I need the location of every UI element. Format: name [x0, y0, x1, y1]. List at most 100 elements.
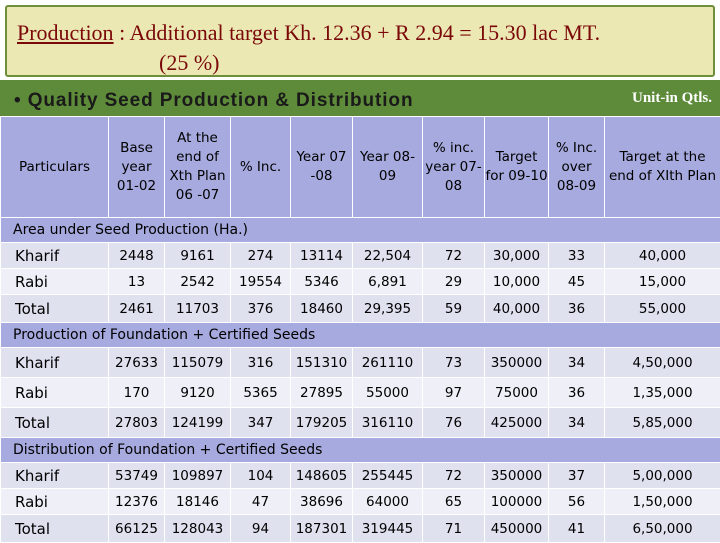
- row-label: Total: [1, 515, 109, 543]
- table-cell: 64000: [353, 489, 423, 515]
- table-cell: 72: [423, 463, 485, 489]
- column-header: Year 07 -08: [291, 117, 353, 218]
- table-cell: 347: [231, 408, 291, 438]
- table-cell: 33: [549, 243, 605, 269]
- table-cell: 115079: [165, 348, 231, 378]
- table-cell: 4,50,000: [605, 348, 720, 378]
- column-header: % Inc. over 08-09: [549, 117, 605, 218]
- table-cell: 179205: [291, 408, 353, 438]
- row-label: Total: [1, 408, 109, 438]
- table-cell: 65: [423, 489, 485, 515]
- table-cell: 38696: [291, 489, 353, 515]
- table-cell: 6,891: [353, 269, 423, 295]
- table-cell: 450000: [485, 515, 549, 543]
- table-cell: 2461: [109, 295, 165, 323]
- table-cell: 53749: [109, 463, 165, 489]
- row-label: Total: [1, 295, 109, 323]
- table-cell: 94: [231, 515, 291, 543]
- table-cell: 73: [423, 348, 485, 378]
- table-cell: 316: [231, 348, 291, 378]
- table-cell: 104: [231, 463, 291, 489]
- section-title: Distribution of Foundation + Certified S…: [1, 438, 720, 463]
- table-cell: 10,000: [485, 269, 549, 295]
- table-cell: 128043: [165, 515, 231, 543]
- table-cell: 34: [549, 408, 605, 438]
- column-header: At the end of Xth Plan 06 -07: [165, 117, 231, 218]
- table-cell: 5365: [231, 378, 291, 408]
- column-header: % inc. year 07-08: [423, 117, 485, 218]
- table-cell: 27633: [109, 348, 165, 378]
- table-cell: 1,50,000: [605, 489, 720, 515]
- table-cell: 22,504: [353, 243, 423, 269]
- table-cell: 36: [549, 378, 605, 408]
- row-label: Kharif: [1, 463, 109, 489]
- column-header: Particulars: [1, 117, 109, 218]
- table-cell: 2448: [109, 243, 165, 269]
- row-label: Kharif: [1, 348, 109, 378]
- table-cell: 34: [549, 348, 605, 378]
- table-cell: 40,000: [485, 295, 549, 323]
- table-cell: 36: [549, 295, 605, 323]
- row-label: Rabi: [1, 378, 109, 408]
- table-cell: 255445: [353, 463, 423, 489]
- table-cell: 41: [549, 515, 605, 543]
- table-cell: 109897: [165, 463, 231, 489]
- table-cell: 56: [549, 489, 605, 515]
- column-header: % Inc.: [231, 117, 291, 218]
- table-cell: 19554: [231, 269, 291, 295]
- table-cell: 319445: [353, 515, 423, 543]
- table-cell: 350000: [485, 348, 549, 378]
- table-cell: 27803: [109, 408, 165, 438]
- table-cell: 376: [231, 295, 291, 323]
- slide-title-line-1: Production : Additional target Kh. 12.36…: [17, 19, 600, 47]
- table-cell: 100000: [485, 489, 549, 515]
- table-cell: 5346: [291, 269, 353, 295]
- table-cell: 71: [423, 515, 485, 543]
- table-cell: 18146: [165, 489, 231, 515]
- unit-note: Unit-in Qtls.: [632, 90, 712, 107]
- table-cell: 187301: [291, 515, 353, 543]
- table-cell: 45: [549, 269, 605, 295]
- column-header: Target for 09-10: [485, 117, 549, 218]
- table-cell: 9161: [165, 243, 231, 269]
- row-label: Rabi: [1, 489, 109, 515]
- table-cell: 29: [423, 269, 485, 295]
- column-header: Target at the end of XIth Plan: [605, 117, 720, 218]
- section-title-row: Production of Foundation + Certified See…: [1, 323, 720, 348]
- table-cell: 12376: [109, 489, 165, 515]
- table-cell: 75000: [485, 378, 549, 408]
- table-cell: 6,50,000: [605, 515, 720, 543]
- slide-title-box: Production : Additional target Kh. 12.36…: [5, 5, 715, 77]
- table-cell: 15,000: [605, 269, 720, 295]
- table-cell: 170: [109, 378, 165, 408]
- table-cell: 350000: [485, 463, 549, 489]
- table-cell: 97: [423, 378, 485, 408]
- table-cell: 274: [231, 243, 291, 269]
- column-header: Base year 01-02: [109, 117, 165, 218]
- table-cell: 47: [231, 489, 291, 515]
- table-cell: 55,000: [605, 295, 720, 323]
- title-label: Production: [17, 20, 114, 45]
- title-text: Additional target Kh. 12.36 + R 2.94 = 1…: [129, 20, 600, 45]
- row-label: Rabi: [1, 269, 109, 295]
- table-cell: 316110: [353, 408, 423, 438]
- table-cell: 11703: [165, 295, 231, 323]
- table-cell: 59: [423, 295, 485, 323]
- row-label: Kharif: [1, 243, 109, 269]
- section-title: Area under Seed Production (Ha.): [1, 218, 720, 243]
- table-cell: 9120: [165, 378, 231, 408]
- slide-title-line-2: (25 %): [159, 49, 219, 77]
- table-cell: 18460: [291, 295, 353, 323]
- table-cell: 37: [549, 463, 605, 489]
- table-cell: 66125: [109, 515, 165, 543]
- table-cell: 1,35,000: [605, 378, 720, 408]
- table-cell: 27895: [291, 378, 353, 408]
- section-title-row: Distribution of Foundation + Certified S…: [1, 438, 720, 463]
